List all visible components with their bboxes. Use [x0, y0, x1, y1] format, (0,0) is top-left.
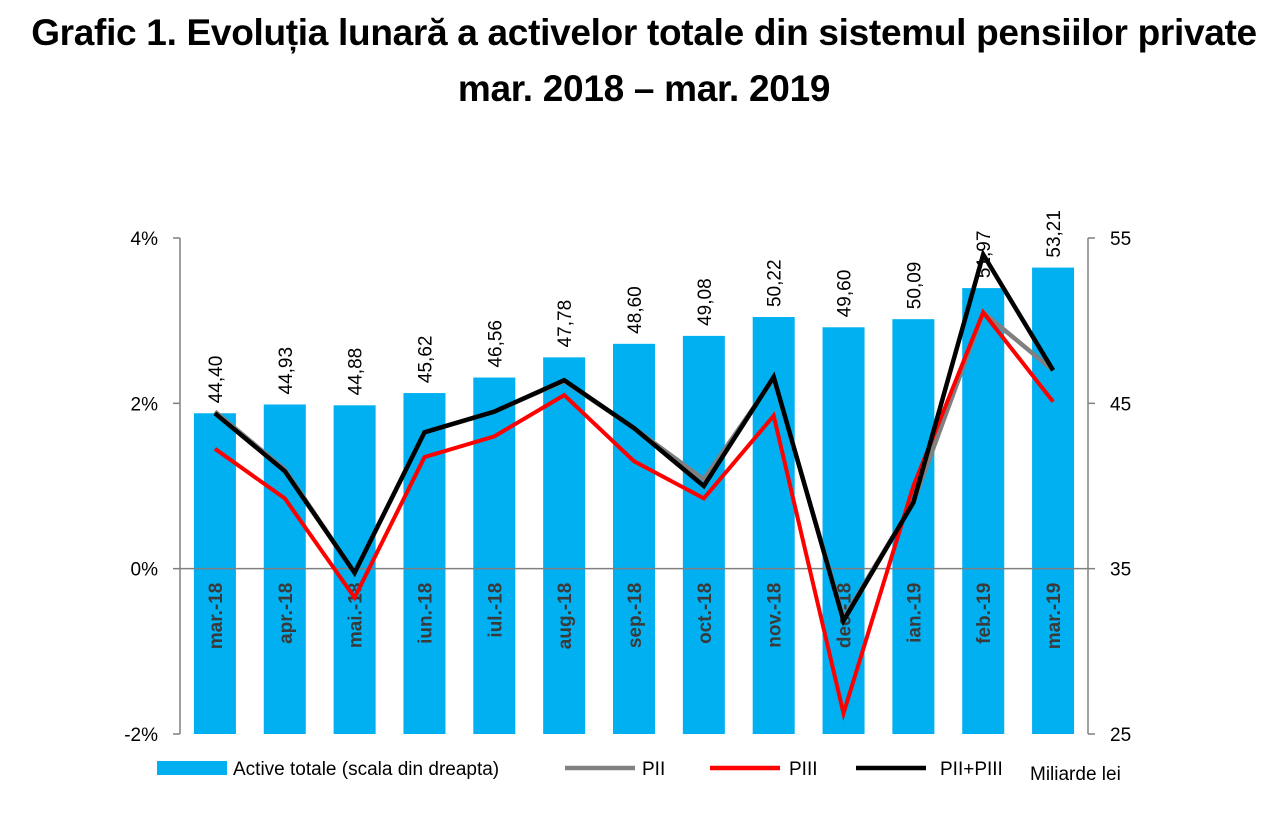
- category-label: feb.-19: [974, 583, 995, 644]
- data-label: 49,08: [695, 278, 716, 326]
- right-tick-label: 55: [1110, 229, 1131, 250]
- line-piii: [213, 308, 1055, 721]
- data-label: 44,40: [206, 356, 227, 404]
- left-tick-label: -2%: [124, 725, 158, 746]
- category-label: oct.-18: [695, 583, 716, 644]
- bar-sep.-18: [613, 343, 655, 734]
- bars-group: [193, 267, 1075, 734]
- category-label: mar.-19: [1044, 583, 1065, 650]
- left-tick-label: 4%: [131, 229, 159, 250]
- bar-aug.-18: [543, 357, 586, 734]
- legend-label-pii-plus-piii: PII+PIII: [940, 759, 1003, 780]
- category-label: sep.-18: [625, 583, 646, 648]
- data-label: 44,88: [346, 348, 367, 396]
- category-label: aug.-18: [555, 583, 576, 650]
- right-axis-unit-label: Miliarde lei: [1030, 764, 1121, 785]
- bar-feb.-19: [962, 288, 1005, 734]
- category-label: iun.-18: [415, 583, 436, 644]
- data-label: 50,09: [904, 262, 925, 310]
- data-label: 50,22: [765, 259, 786, 307]
- bar-oct.-18: [682, 335, 725, 734]
- data-labels-group: 44,40 44,93 44,88 45,62 46,56 47,78 48,60 49,08…: [206, 210, 1065, 403]
- data-label: 49,60: [835, 270, 856, 318]
- data-label: 51,97: [974, 231, 995, 279]
- bar-iun.-18: [403, 393, 446, 734]
- bar-mar.-19: [1032, 267, 1075, 734]
- bar-dec.-18: [822, 327, 865, 734]
- data-label: 46,56: [485, 320, 506, 368]
- legend-label-active-totale: Active totale (scala din dreapta): [233, 759, 499, 780]
- axes-group: -2% 0% 2% 4% 25 35 45 55: [124, 229, 1131, 746]
- legend-swatch-active-totale: [157, 761, 227, 775]
- data-label: 53,21: [1044, 210, 1065, 258]
- data-label: 45,62: [415, 336, 436, 384]
- category-label: apr.-18: [276, 583, 297, 644]
- chart-subtitle: mar. 2018 – mar. 2019: [457, 68, 831, 109]
- bar-iul.-18: [473, 377, 516, 734]
- data-label: 44,93: [276, 347, 297, 395]
- data-label: 47,78: [555, 300, 576, 348]
- category-label: mar.-18: [206, 583, 227, 650]
- right-tick-label: 25: [1110, 725, 1131, 746]
- category-label: ian.-19: [904, 583, 925, 643]
- category-label: nov.-18: [765, 583, 786, 648]
- category-labels-group: mar.-18 apr.-18 mai.-18 iun.-18 iul.-18 aug.-…: [206, 583, 1065, 650]
- legend-label-pii: PII: [642, 759, 665, 780]
- line-pii-plus-piii: [213, 248, 1056, 627]
- bar-mar.-18: [193, 413, 236, 734]
- left-tick-label: 2%: [131, 394, 159, 415]
- right-tick-label: 35: [1110, 560, 1131, 581]
- chart-title: Grafic 1. Evoluția lunară a activelor to…: [31, 12, 1257, 53]
- category-label: mai.-18: [346, 583, 367, 648]
- category-label: iul.-18: [485, 583, 506, 638]
- bar-nov.-18: [752, 317, 795, 734]
- left-tick-label: 0%: [131, 560, 159, 581]
- legend: Active totale (scala din dreapta) PII PIII…: [157, 759, 1121, 785]
- lines-group: [213, 248, 1056, 721]
- legend-label-piii: PIII: [789, 759, 818, 780]
- data-label: 48,60: [625, 286, 646, 334]
- right-tick-label: 45: [1110, 394, 1131, 415]
